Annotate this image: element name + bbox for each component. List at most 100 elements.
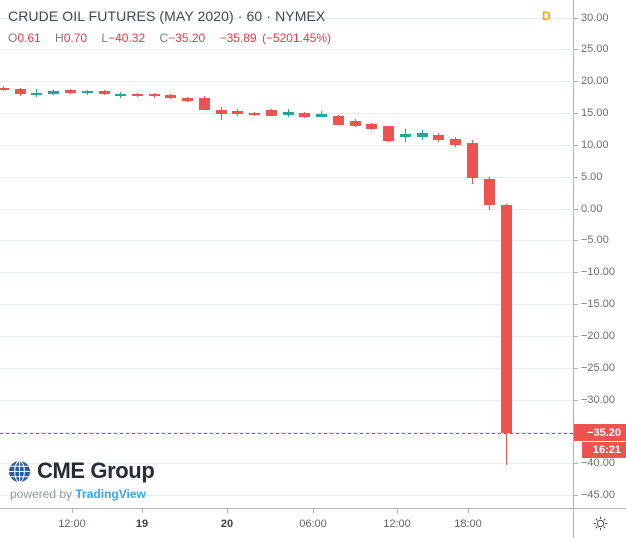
change-percent: (−5201.45%) [261, 31, 331, 45]
price-gridline [0, 17, 573, 19]
price-gridline [0, 399, 573, 401]
candle-body [432, 134, 444, 140]
price-tick-label: 20.00 [581, 75, 609, 88]
price-tick [574, 176, 578, 178]
candle-body [81, 90, 93, 94]
time-tick-label: 18:00 [454, 518, 482, 530]
time-tick [227, 509, 228, 513]
price-tick-label: −45.00 [581, 489, 615, 502]
price-gridline [0, 81, 573, 83]
close-value: −35.20 [168, 31, 206, 45]
price-tick-label: 0.00 [581, 202, 603, 215]
price-tick-label: −10.00 [581, 266, 615, 279]
price-tick [574, 463, 578, 465]
chart-header: CRUDE OIL FUTURES (MAY 2020) · 60 · NYME… [8, 8, 333, 45]
price-gridline [0, 49, 573, 51]
candle-body [0, 87, 9, 91]
ohlc-row: O0.61 H0.70 L−40.32 C−35.20 −35.89 (−520… [8, 31, 333, 45]
candle-body [131, 93, 143, 97]
candle-body [30, 92, 42, 96]
price-tick-label: −15.00 [581, 298, 615, 311]
price-scale[interactable]: −35.20 16:21 30.00 25.00 20.00 15.00 10.00 5.… [573, 0, 626, 508]
price-tick [574, 81, 578, 83]
price-tick [574, 113, 578, 115]
price-tick-label: −25.00 [581, 361, 615, 374]
price-gridline [0, 176, 573, 178]
price-tick [574, 208, 578, 210]
bar-close-countdown-badge: 16:21 [582, 442, 626, 459]
candle-body [466, 142, 478, 178]
time-tick-label: 12:00 [383, 518, 411, 530]
candle-body [365, 123, 377, 130]
time-tick [468, 509, 469, 513]
price-gridline [0, 431, 573, 433]
price-gridline [0, 463, 573, 465]
last-price-badge: −35.20 [574, 424, 626, 442]
candle-body [14, 89, 26, 94]
timescale-settings-button[interactable] [573, 508, 626, 538]
candle-body [148, 93, 160, 97]
candle-body [332, 115, 344, 125]
candle-body [349, 120, 361, 126]
cme-logo-text: CME Group [37, 458, 155, 483]
open-label: O [8, 31, 18, 45]
candle-body [164, 94, 176, 99]
powered-by-label: powered by [10, 487, 73, 501]
candle-body [500, 204, 512, 433]
price-gridline [0, 240, 573, 242]
price-gridline [0, 144, 573, 146]
price-tick [574, 399, 578, 401]
candle-wick [320, 110, 322, 117]
price-tick [574, 49, 578, 51]
price-tick-label: 10.00 [581, 138, 609, 151]
close-label: C [159, 31, 169, 45]
price-tick [574, 367, 578, 369]
candle-body [198, 98, 210, 110]
price-tick [574, 272, 578, 274]
price-tick [574, 495, 578, 497]
time-tick-label: 20 [220, 518, 234, 530]
price-tick-label: 15.00 [581, 107, 609, 120]
price-tick [574, 336, 578, 337]
delayed-data-marker: D [542, 9, 551, 23]
candle-body [483, 178, 495, 206]
price-tick-label: 25.00 [581, 43, 609, 56]
candle-body [181, 97, 193, 101]
time-tick [142, 509, 143, 513]
candle-body [282, 112, 294, 115]
candle-body [64, 90, 76, 94]
candle-body [416, 132, 428, 137]
candle-body [98, 90, 110, 95]
time-tick [313, 509, 314, 513]
gear-icon [593, 516, 607, 531]
price-gridline [0, 272, 573, 274]
price-tick-label: −20.00 [581, 330, 615, 342]
price-tick-label: 5.00 [581, 170, 603, 183]
time-tick [397, 509, 398, 513]
cme-group-logo[interactable]: CME Group [8, 458, 155, 484]
last-price-line [0, 433, 573, 434]
tradingview-link[interactable]: TradingView [75, 487, 146, 501]
price-tick-label: −40.00 [581, 457, 615, 470]
price-gridline [0, 367, 573, 369]
candle-body [248, 112, 260, 116]
price-tick-label: −5.00 [581, 234, 609, 247]
price-gridline [0, 208, 573, 210]
plot-area[interactable]: CRUDE OIL FUTURES (MAY 2020) · 60 · NYME… [0, 0, 573, 508]
time-tick-label: 19 [135, 518, 149, 530]
high-label: H [55, 31, 64, 45]
candle-body [449, 138, 461, 145]
time-scale[interactable]: 12:00 19 20 06:00 12:00 18:00 [0, 508, 573, 538]
open-value: 0.61 [17, 31, 41, 45]
candle-body [215, 109, 227, 114]
candle-body [315, 114, 327, 117]
price-tick [574, 17, 578, 19]
price-tick-label: −30.00 [581, 393, 615, 406]
high-value: 0.70 [63, 31, 88, 45]
price-gridline [0, 336, 573, 337]
price-tick [574, 304, 578, 306]
time-tick [72, 509, 73, 513]
candle-body [382, 126, 394, 141]
powered-by-row: powered by TradingView [10, 487, 146, 501]
